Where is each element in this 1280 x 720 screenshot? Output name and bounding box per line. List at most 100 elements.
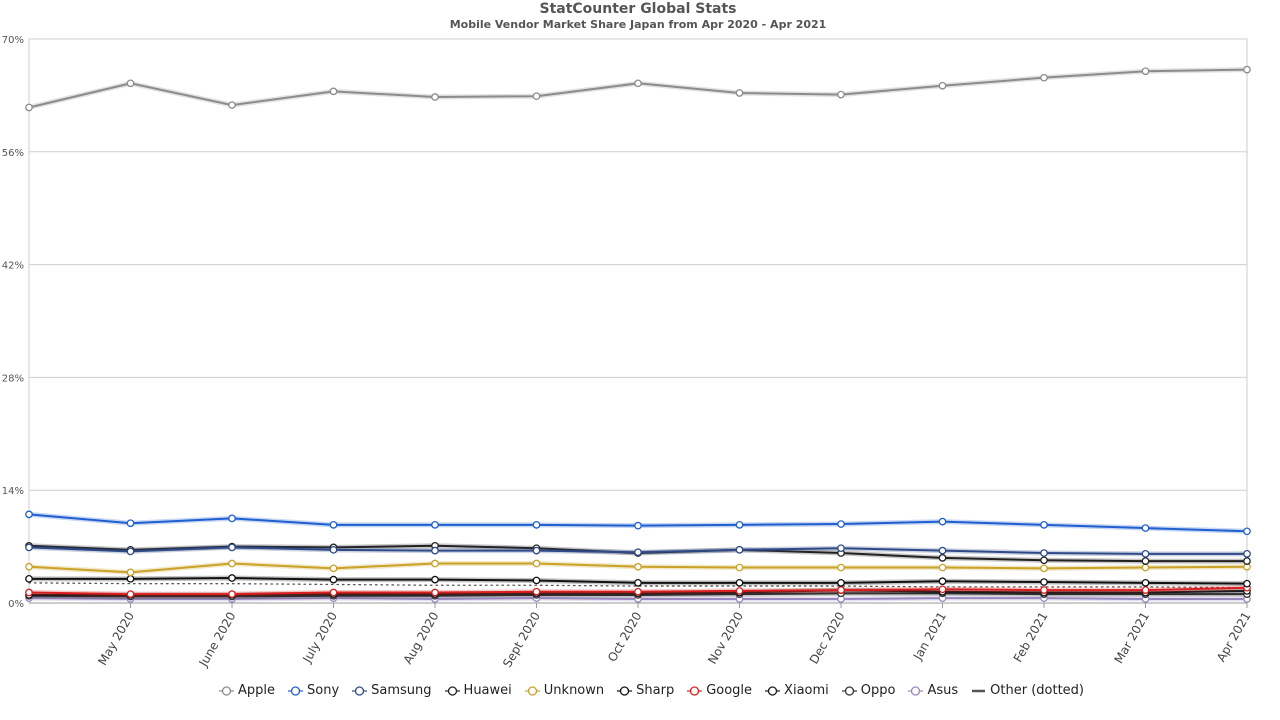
data-point-google xyxy=(735,587,744,595)
data-point-unknown xyxy=(735,563,744,572)
data-point-sharp xyxy=(1141,579,1150,587)
x-tick-label: Jan 2021 xyxy=(910,610,949,664)
legend-item-unknown[interactable]: Unknown xyxy=(524,683,604,698)
data-point-samsung xyxy=(126,547,135,556)
data-point-huawei xyxy=(1141,557,1150,565)
legend-item-huawei[interactable]: Huawei xyxy=(444,683,512,698)
data-point-google xyxy=(532,587,541,596)
data-point-apple xyxy=(329,87,338,96)
legend-label: Google xyxy=(706,683,753,698)
data-point-samsung xyxy=(1243,550,1251,558)
legend-item-xiaomi[interactable]: Xiaomi xyxy=(765,683,829,698)
legend-label: Apple xyxy=(238,683,276,698)
legend-circle-marker xyxy=(352,685,368,696)
data-point-apple xyxy=(228,101,236,109)
data-point-sharp xyxy=(25,574,33,583)
x-tick-label: Nov 2020 xyxy=(705,610,746,667)
legend-circle-marker xyxy=(687,685,703,696)
data-point-samsung xyxy=(1141,550,1150,558)
data-point-unknown xyxy=(228,559,236,568)
data-point-apple xyxy=(938,81,947,90)
data-point-apple xyxy=(532,92,541,101)
legend-item-apple[interactable]: Apple xyxy=(219,683,275,698)
data-point-unknown xyxy=(634,562,642,571)
legend-circle-marker xyxy=(444,685,460,696)
legend-circle-marker xyxy=(524,685,540,696)
chart-subtitle: Mobile Vendor Market Share Japan from Ap… xyxy=(449,18,827,31)
legend-circle-marker xyxy=(841,685,857,696)
x-tick-label: June 2020 xyxy=(196,610,239,670)
data-point-samsung xyxy=(837,544,845,553)
data-point-samsung xyxy=(532,546,541,555)
series-line-other-dotted xyxy=(28,582,1248,589)
data-point-unknown xyxy=(431,559,439,568)
data-point-sony xyxy=(634,521,642,530)
x-tick-label: July 2020 xyxy=(300,610,341,666)
data-point-sharp xyxy=(532,576,541,585)
data-point-unknown xyxy=(25,562,33,571)
data-point-sharp xyxy=(634,579,642,587)
data-point-google xyxy=(329,588,338,597)
data-point-samsung xyxy=(329,545,338,554)
data-point-sharp xyxy=(1040,578,1048,586)
data-point-unknown xyxy=(1040,564,1048,573)
legend-item-sharp[interactable]: Sharp xyxy=(617,683,674,698)
legend-label: Asus xyxy=(927,683,959,698)
data-point-apple xyxy=(25,103,33,112)
data-point-google xyxy=(1040,586,1048,594)
data-point-google xyxy=(126,590,135,598)
data-point-samsung xyxy=(1040,549,1048,557)
data-point-huawei xyxy=(1243,557,1251,565)
chart-title: StatCounter Global Stats xyxy=(539,1,737,17)
data-point-samsung xyxy=(431,546,439,555)
legend-item-sony[interactable]: Sony xyxy=(288,683,339,698)
data-point-unknown xyxy=(938,563,947,572)
data-point-sharp xyxy=(228,574,236,582)
data-point-sony xyxy=(431,520,439,529)
y-tick-label: 70% xyxy=(2,35,24,46)
data-point-unknown xyxy=(532,559,541,568)
y-tick-label: 28% xyxy=(2,373,24,384)
data-point-huawei xyxy=(938,554,947,562)
data-point-sharp xyxy=(735,579,744,587)
data-point-sony xyxy=(228,514,236,523)
y-tick-label: 56% xyxy=(2,148,24,159)
data-point-unknown xyxy=(1141,563,1150,572)
legend: Apple Sony Samsung Huawei Unknown Sharp Google… xyxy=(0,683,1280,698)
data-point-samsung xyxy=(634,548,642,557)
legend-circle-marker xyxy=(908,685,924,696)
data-point-sharp xyxy=(938,577,947,586)
data-point-apple xyxy=(1243,65,1251,74)
legend-item-other-dotted[interactable]: Other (dotted) xyxy=(971,683,1084,698)
data-point-google xyxy=(1141,586,1150,594)
data-point-apple xyxy=(837,90,845,99)
x-tick-label: Sept 2020 xyxy=(500,610,543,670)
legend-item-samsung[interactable]: Samsung xyxy=(352,683,432,698)
y-tick-label: 0% xyxy=(8,599,24,610)
legend-label: Huawei xyxy=(463,683,512,698)
data-point-sony xyxy=(25,510,33,519)
legend-label: Sony xyxy=(307,683,340,698)
data-point-sharp xyxy=(329,575,338,584)
y-tick-label: 42% xyxy=(2,261,24,272)
legend-label: Oppo xyxy=(860,683,896,698)
data-point-sony xyxy=(1040,520,1048,529)
data-point-apple xyxy=(1141,67,1150,76)
data-point-sony xyxy=(1141,524,1150,532)
legend-label: Other (dotted) xyxy=(990,683,1084,698)
x-tick-label: Mar 2021 xyxy=(1111,610,1152,666)
legend-item-oppo[interactable]: Oppo xyxy=(841,683,896,698)
data-point-sharp xyxy=(431,575,439,584)
legend-item-google[interactable]: Google xyxy=(687,683,752,698)
data-point-unknown xyxy=(329,564,338,573)
legend-circle-marker xyxy=(765,685,781,696)
series-line-shadow-apple xyxy=(28,67,1248,110)
legend-label: Sharp xyxy=(636,683,675,698)
legend-item-asus[interactable]: Asus xyxy=(908,683,958,698)
data-point-sharp xyxy=(126,574,135,583)
data-point-sony xyxy=(532,520,541,529)
data-point-sony xyxy=(837,520,845,528)
data-point-sony xyxy=(329,520,338,529)
data-point-google xyxy=(938,585,947,594)
